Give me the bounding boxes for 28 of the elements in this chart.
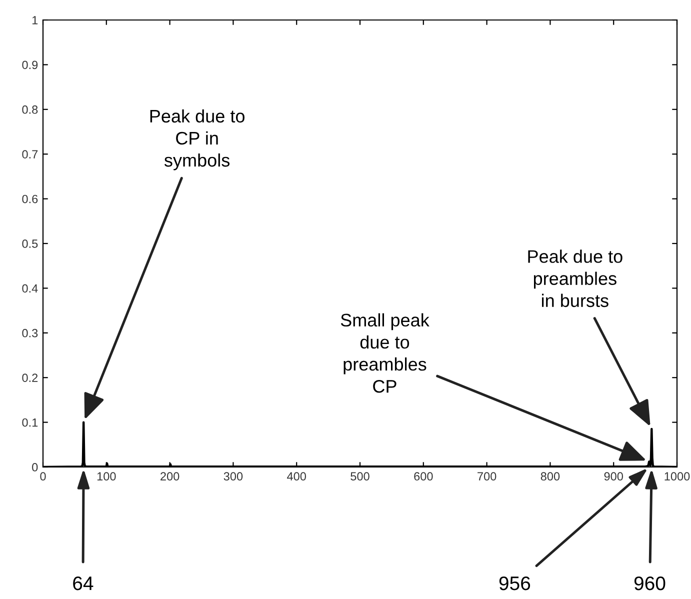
x-tick-label: 1000	[664, 472, 690, 481]
y-tick-label: 0.3	[22, 328, 38, 338]
y-tick-label: 0.2	[22, 374, 38, 382]
x-tick-label: 900	[604, 472, 623, 481]
x-tick-label: 0	[40, 472, 46, 481]
annotation: 956	[499, 576, 530, 590]
y-tick-label: 1	[32, 16, 38, 24]
annotation: Peak due to preambles in bursts	[528, 250, 622, 308]
x-tick-label: 800	[540, 472, 560, 481]
x-tick-label: 700	[478, 472, 496, 481]
y-tick-label: 0.9	[22, 60, 38, 70]
annotation: 64	[73, 576, 94, 590]
y-tick-label: 0.1	[22, 418, 38, 427]
y-tick-label: 0.4	[22, 284, 38, 293]
x-tick-label: 600	[414, 472, 433, 481]
y-tick-label: 0.5	[22, 240, 38, 248]
y-tick-label: 0.8	[22, 105, 38, 114]
y-tick-label: 0.7	[22, 150, 38, 158]
y-tick-label: 0.6	[22, 194, 38, 204]
x-tick-label: 500	[350, 472, 370, 481]
annotation: 960	[634, 576, 666, 590]
y-tick-label: 0	[32, 463, 38, 472]
annotation: Small peak due to preambles CP	[340, 313, 430, 393]
x-tick-label: 400	[287, 472, 306, 481]
x-tick-label: 100	[97, 472, 116, 481]
x-tick-label: 300	[224, 472, 243, 481]
x-tick-label: 200	[160, 472, 180, 481]
annotation: Peak due to CP in symbols	[150, 109, 244, 170]
